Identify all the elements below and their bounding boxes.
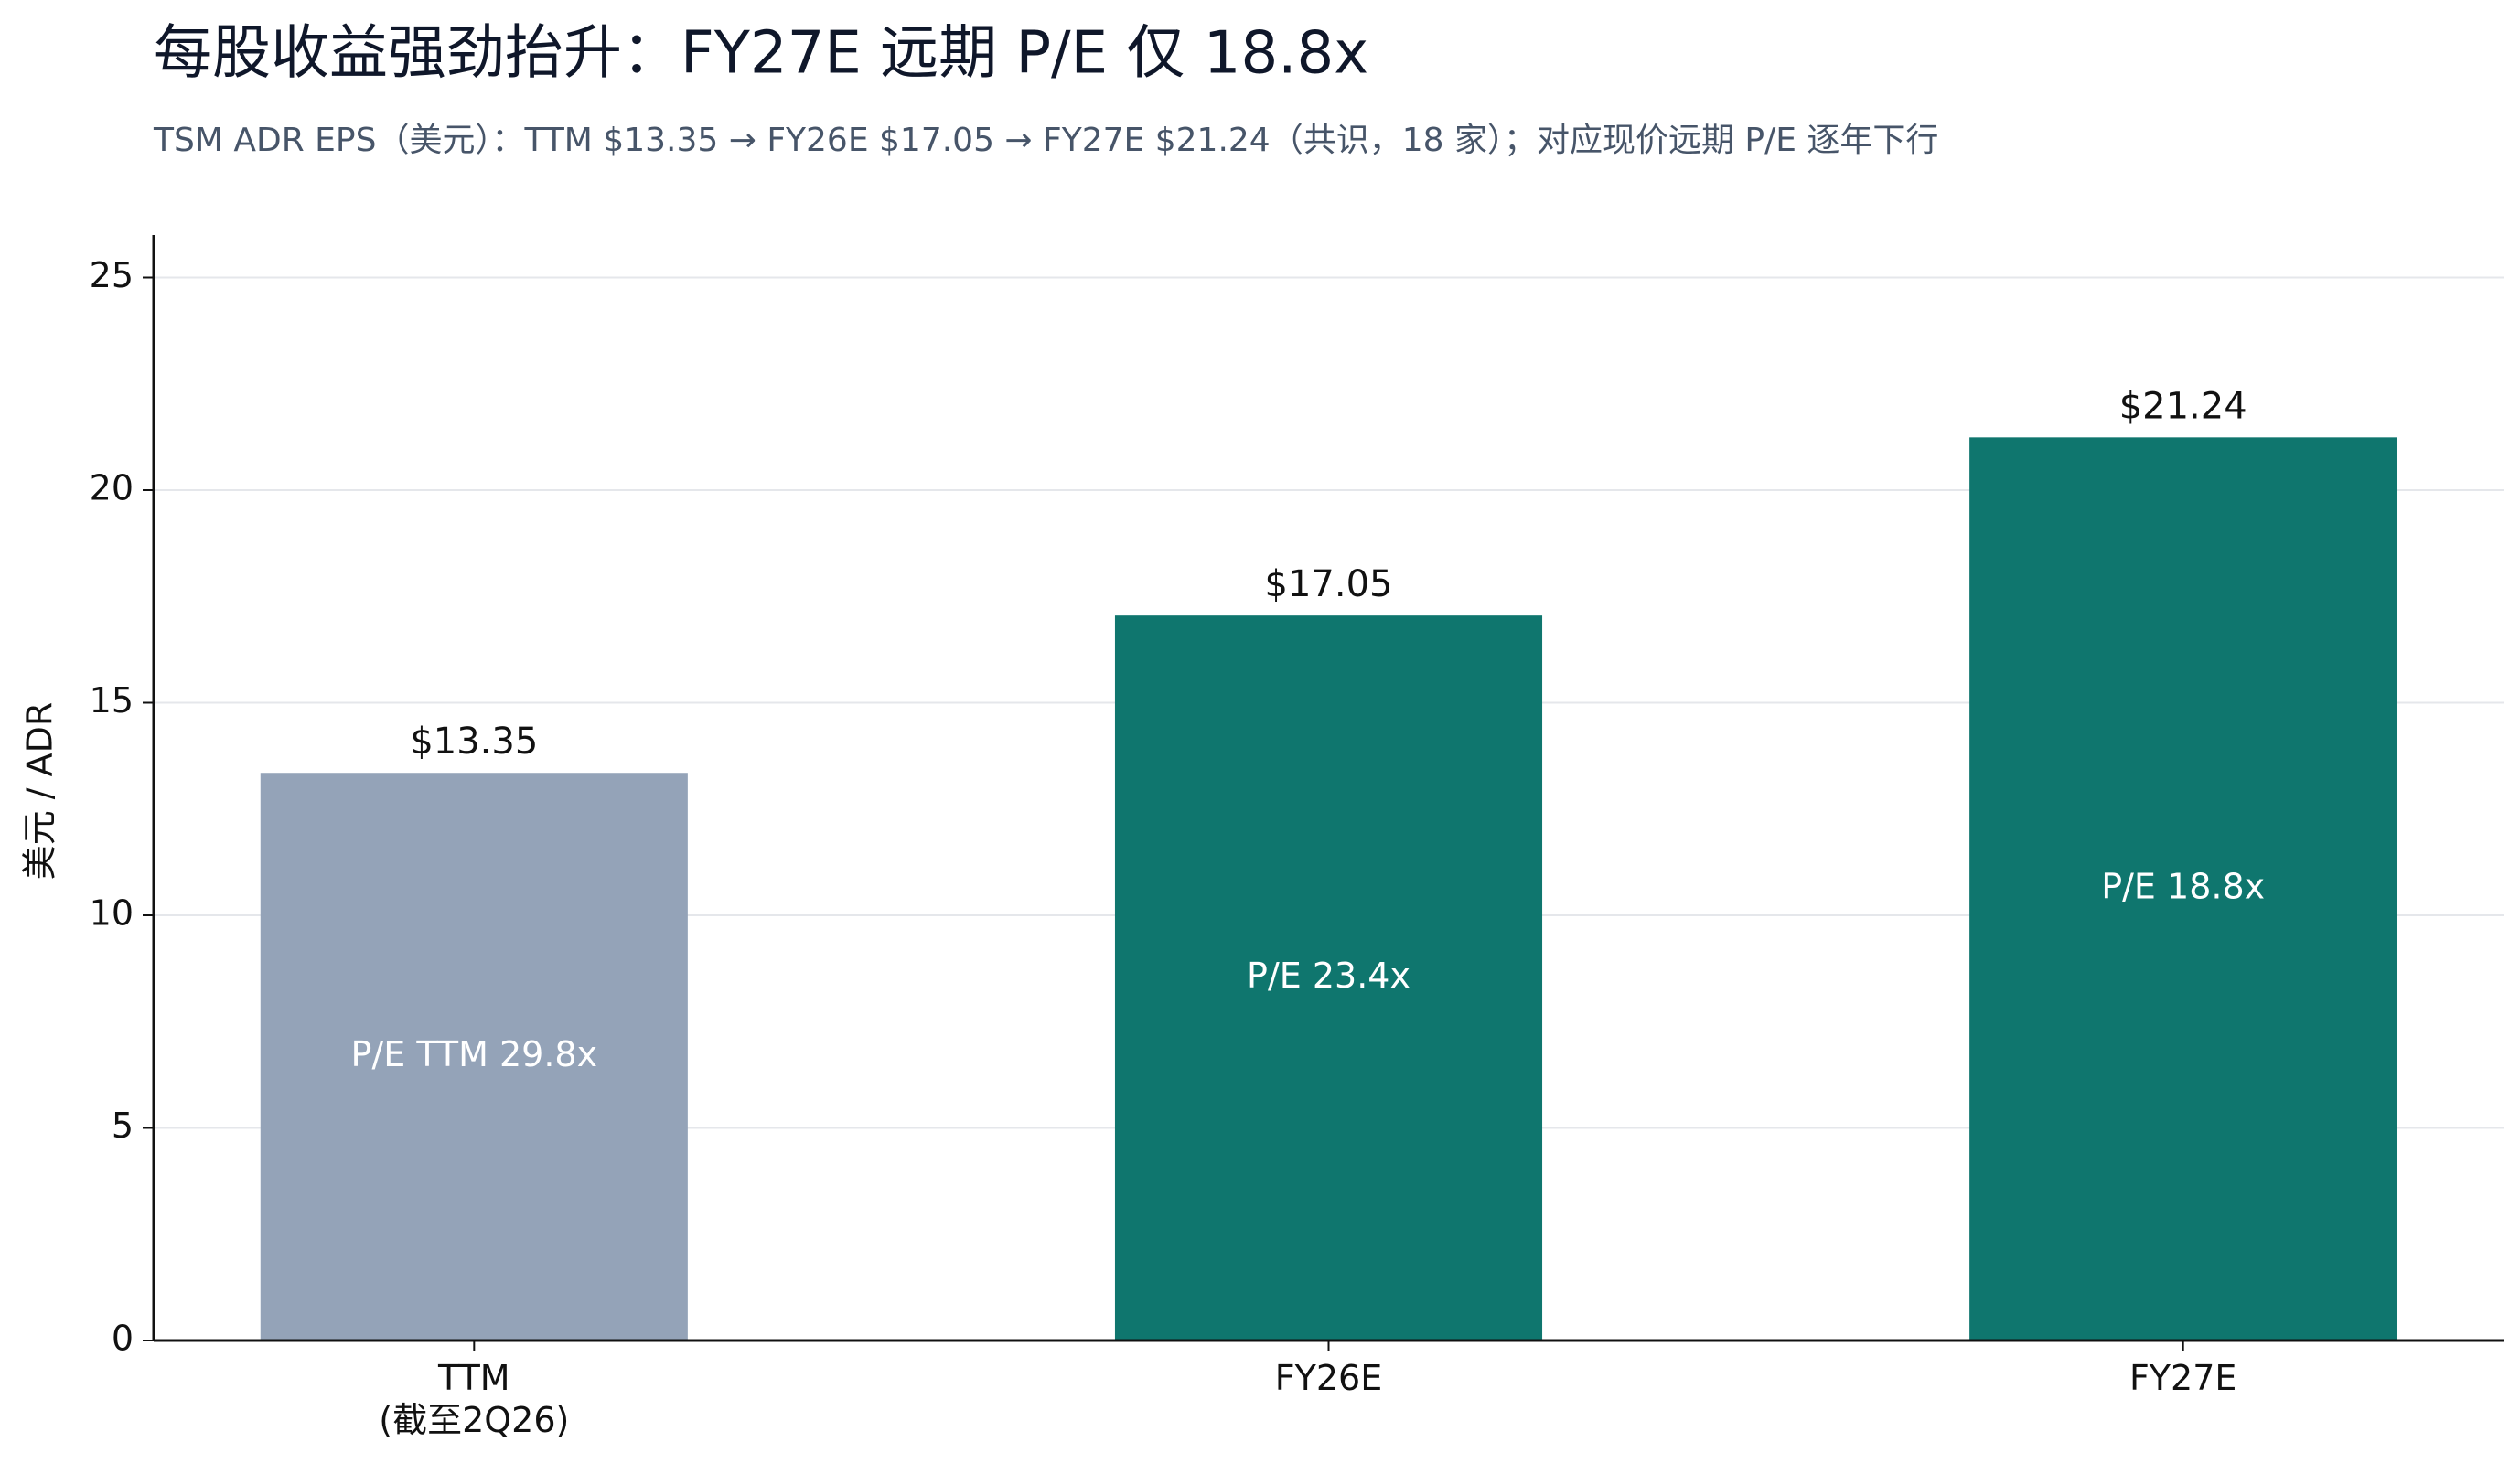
y-tick-label: 5: [112, 1106, 134, 1146]
bar: [1114, 615, 1543, 1340]
chart-subtitle: TSM ADR EPS（美元）：TTM $13.35 → FY26E $17.0…: [153, 122, 1938, 159]
y-tick-label: 15: [90, 680, 134, 721]
bar-annotation: P/E 23.4x: [1247, 956, 1410, 996]
x-tick-label: FY26E: [1274, 1358, 1383, 1398]
bar-annotation: P/E TTM 29.8x: [351, 1034, 598, 1074]
bar: [1969, 437, 2397, 1341]
chart-title: 每股收益强劲抬升：FY27E 远期 P/E 仅 18.8x: [154, 20, 1368, 88]
y-tick-label: 20: [90, 468, 134, 508]
y-tick-label: 25: [90, 255, 134, 295]
value-label: $13.35: [410, 721, 538, 763]
value-label: $17.05: [1265, 563, 1393, 605]
bar-annotation: P/E 18.8x: [2101, 867, 2265, 907]
value-label: $21.24: [2119, 385, 2247, 427]
y-tick-label: 10: [90, 893, 134, 934]
y-tick-label: 0: [112, 1319, 134, 1359]
y-axis-label: 美元 / ADR: [20, 702, 60, 881]
x-tick-label: TTM (截至2Q26): [379, 1358, 570, 1440]
bar: [260, 773, 688, 1340]
x-tick-label: FY27E: [2129, 1358, 2237, 1398]
